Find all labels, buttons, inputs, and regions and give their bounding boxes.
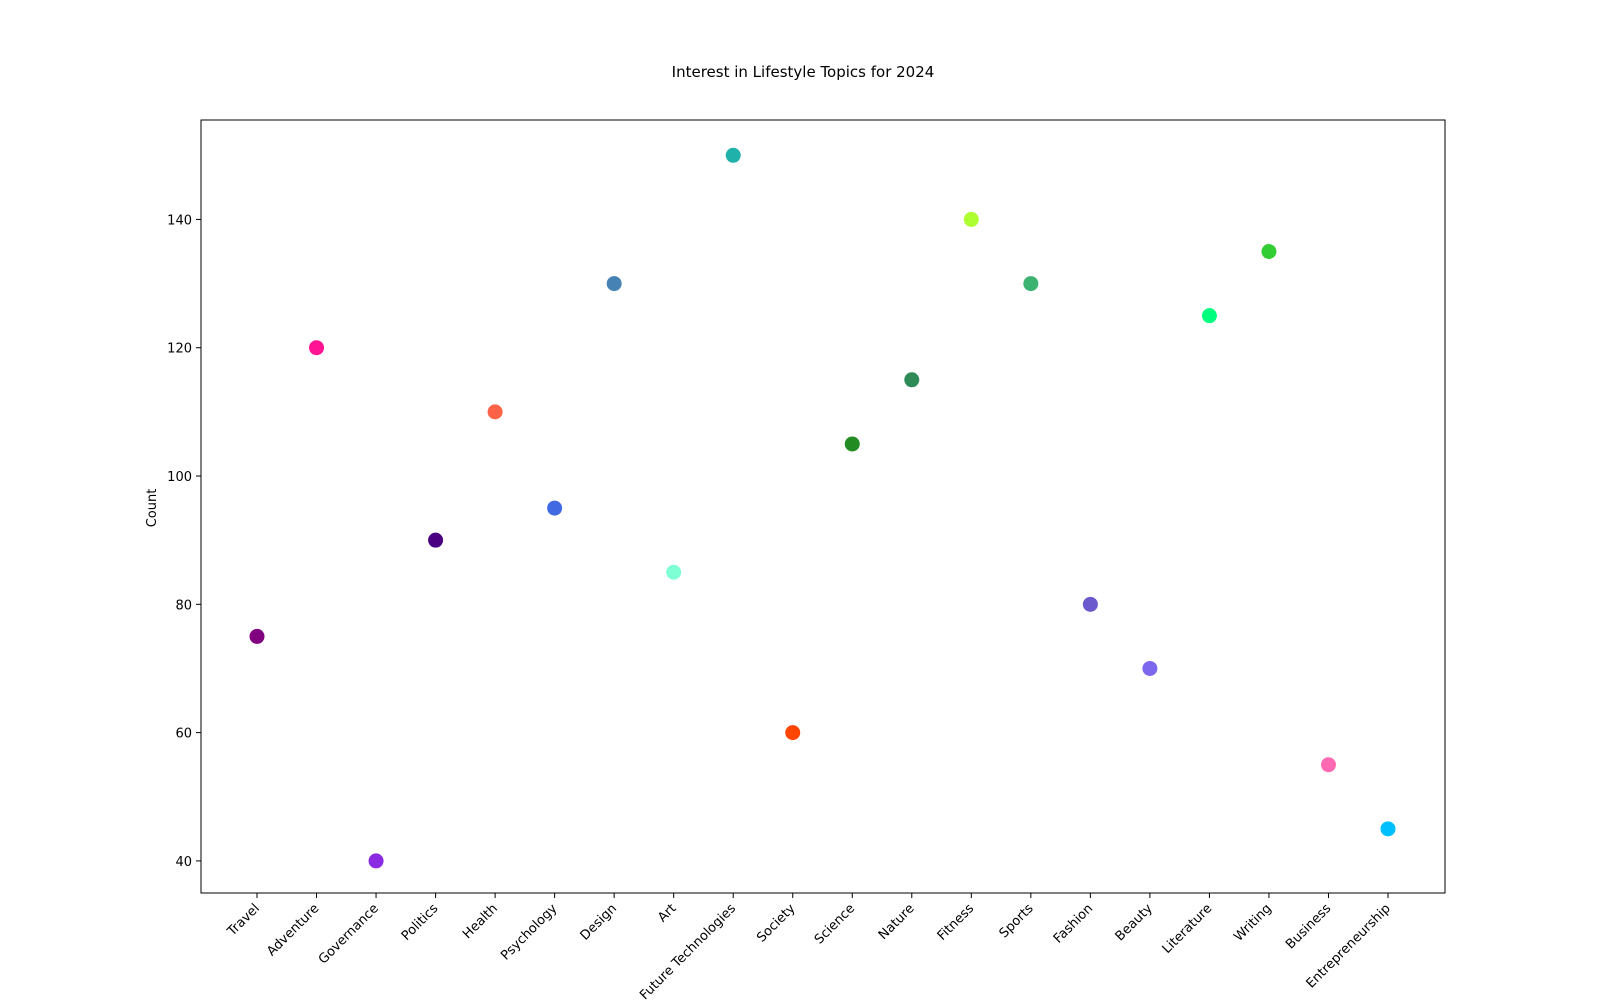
- x-tick-label: Science: [812, 901, 858, 947]
- data-point-art: [666, 564, 682, 580]
- data-point-sports: [1023, 276, 1039, 292]
- y-tick-label: 140: [167, 213, 192, 228]
- chart-title: Interest in Lifestyle Topics for 2024: [672, 63, 935, 81]
- y-tick-label: 80: [175, 598, 192, 613]
- x-tick-label: Art: [655, 901, 679, 925]
- x-tick-label: Beauty: [1113, 901, 1156, 944]
- data-point-literature: [1201, 308, 1217, 324]
- data-point-future-technologies: [725, 147, 741, 163]
- data-point-beauty: [1142, 660, 1158, 676]
- data-point-nature: [904, 372, 920, 388]
- data-point-entrepreneurship: [1380, 821, 1396, 837]
- x-tick-label: Politics: [399, 901, 442, 944]
- x-tick-label: Fitness: [935, 901, 978, 944]
- data-point-fitness: [963, 211, 979, 227]
- y-tick-label: 40: [175, 855, 192, 870]
- data-points: [249, 147, 1396, 869]
- x-tick-label: Governance: [316, 901, 382, 967]
- data-point-adventure: [309, 340, 325, 356]
- data-point-health: [487, 404, 503, 420]
- data-point-travel: [249, 628, 265, 644]
- x-tick-label: Adventure: [264, 901, 322, 959]
- y-tick-label: 100: [167, 470, 192, 485]
- x-tick-label: Literature: [1160, 901, 1216, 957]
- data-point-science: [844, 436, 860, 452]
- y-tick-label: 60: [175, 727, 192, 742]
- x-tick-label: Future Technologies: [637, 901, 739, 1000]
- y-tick-label: 120: [167, 342, 192, 357]
- data-point-business: [1320, 757, 1336, 773]
- data-point-governance: [368, 853, 384, 869]
- x-tick-label: Nature: [876, 901, 918, 943]
- x-tick-label: Design: [578, 901, 620, 943]
- y-axis-label: Count: [145, 489, 160, 528]
- data-point-fashion: [1082, 596, 1098, 612]
- x-tick-label: Society: [754, 901, 799, 946]
- x-tick-label: Writing: [1231, 901, 1274, 944]
- data-point-psychology: [547, 500, 563, 516]
- x-tick-label: Sports: [997, 901, 1037, 941]
- data-point-design: [606, 276, 622, 292]
- x-tick-label: Fashion: [1051, 901, 1096, 946]
- x-tick-label: Business: [1283, 901, 1334, 952]
- data-point-writing: [1261, 244, 1277, 260]
- x-tick-label: Psychology: [498, 901, 560, 963]
- data-point-society: [785, 725, 801, 741]
- y-axis: 40 60 80 100 120 140: [167, 213, 201, 870]
- x-tick-label: Travel: [224, 901, 263, 940]
- x-tick-label: Health: [460, 901, 501, 942]
- plot-area-frame: [200, 119, 1446, 894]
- data-point-politics: [428, 532, 444, 548]
